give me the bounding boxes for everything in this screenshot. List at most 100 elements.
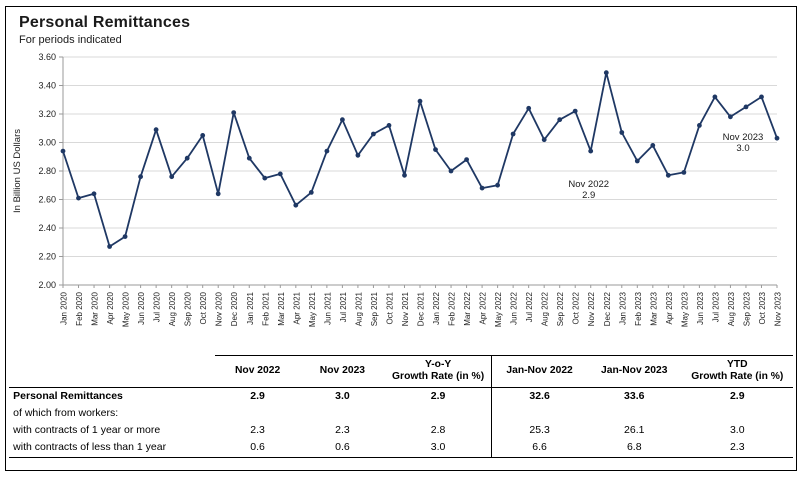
cell-value: 2.8 [430, 424, 446, 437]
x-tick-label: Jul 2023 [711, 291, 720, 322]
data-point-marker [479, 185, 485, 191]
x-tick-label: Mar 2023 [649, 291, 658, 325]
data-point-marker [355, 152, 361, 158]
col-header-nov-2022: Nov 2022 [215, 355, 300, 388]
data-point-marker [665, 172, 671, 178]
x-tick-label: Oct 2022 [572, 291, 581, 324]
y-tick-label: 3.60 [38, 52, 56, 62]
cell-value [491, 404, 587, 423]
x-tick-label: Dec 2022 [603, 291, 612, 326]
data-point-marker [464, 157, 469, 162]
x-tick-label: Nov 2021 [401, 291, 410, 326]
x-tick-label: Aug 2023 [727, 291, 736, 326]
x-tick-label: May 2021 [308, 291, 317, 327]
cell-value: 0.6 [300, 439, 385, 458]
x-tick-label: Feb 2022 [448, 291, 457, 325]
x-tick-label: Nov 2020 [215, 291, 224, 326]
data-point-marker [557, 117, 563, 123]
x-tick-label: Jan 2023 [618, 291, 627, 324]
data-point-marker [433, 147, 438, 152]
x-tick-label: Mar 2021 [277, 291, 286, 325]
data-point-marker [774, 135, 780, 141]
x-tick-label: Jul 2020 [153, 291, 162, 322]
data-point-marker [526, 105, 532, 111]
x-tick-label: Aug 2022 [541, 291, 550, 326]
chart-title: Personal Remittances [19, 14, 191, 31]
data-point-marker [153, 127, 159, 133]
data-point-marker [76, 195, 81, 201]
data-point-marker [91, 191, 97, 197]
cell-value: 33.6 [624, 389, 645, 402]
chart-subtitle: For periods indicated [19, 34, 122, 46]
data-point-marker [681, 170, 687, 175]
x-tick-label: Jul 2022 [525, 291, 534, 322]
data-point-marker [495, 182, 500, 188]
y-tick-label: 3.20 [38, 109, 56, 119]
y-tick-label: 3.00 [38, 138, 56, 148]
cell-value: 2.9 [729, 389, 745, 402]
x-tick-label: Jan 2021 [246, 291, 255, 324]
data-point-marker [200, 133, 206, 138]
data-point-marker [697, 123, 702, 128]
data-point-marker [308, 190, 314, 195]
x-tick-label: Mar 2022 [463, 291, 472, 325]
cell-value: 2.9 [250, 389, 265, 402]
cell-value: 26.1 [624, 424, 645, 437]
data-point-marker [324, 148, 330, 154]
x-tick-label: Aug 2020 [168, 291, 177, 326]
x-tick-label: Nov 2022 [587, 291, 596, 326]
data-point-marker [603, 70, 609, 76]
cell-value [215, 405, 300, 422]
x-tick-label: Apr 2022 [479, 291, 488, 324]
cell-value: 2.3 [250, 424, 265, 437]
data-point-marker [588, 148, 594, 154]
cell-value: 3.0 [335, 389, 350, 402]
cell-value: 2.3 [335, 424, 350, 437]
point-annotation: Nov 2023 3.0 [723, 132, 764, 154]
table-header-row: Nov 2022 Nov 2023 Y-o-Y Growth Rate (in … [9, 355, 793, 388]
cell-value [587, 405, 682, 422]
x-tick-label: Jun 2023 [696, 291, 705, 324]
data-point-marker [417, 98, 423, 104]
data-point-marker [169, 174, 175, 180]
data-point-marker [448, 168, 454, 174]
col-header-ytd-growth: YTD Growth Rate (in %) [681, 355, 793, 388]
data-point-marker [712, 94, 718, 100]
data-point-marker [541, 137, 547, 143]
data-point-marker [60, 148, 66, 154]
cell-value: 0.6 [215, 439, 300, 458]
remittances-line-chart: 2.00 2.20 2.40 2.60 2.80 3.00 3.20 3.40 3.60 Jan … [12, 52, 783, 327]
data-point-marker [262, 175, 268, 181]
table-row-personal-remittances: Personal Remittances 2.9 3.0 2.9 32.6 33… [9, 387, 793, 405]
x-tick-label: Jul 2021 [339, 291, 348, 322]
x-tick-label: Feb 2021 [261, 291, 270, 325]
data-point-marker [619, 130, 625, 135]
y-tick-label: 2.60 [38, 195, 56, 205]
x-tick-label: Oct 2020 [199, 291, 208, 324]
col-header-yoy-growth: Y-o-Y Growth Rate (in %) [384, 355, 492, 388]
y-tick-label: 2.40 [38, 223, 56, 233]
cell-value: 3.0 [729, 424, 745, 437]
data-point-marker [184, 155, 190, 161]
data-point-marker [107, 244, 112, 249]
data-point-marker [122, 234, 128, 240]
row-label: with contracts of 1 year or more [13, 424, 161, 437]
data-point-marker [371, 131, 376, 137]
table-row-contracts-1yr-more: with contracts of 1 year or more 2.3 2.3… [9, 422, 793, 440]
cell-value: 6.6 [491, 439, 587, 458]
report-frame: Personal Remittances For periods indicat… [5, 6, 797, 471]
cell-value: 25.3 [491, 422, 587, 440]
y-axis-title: In Billion US Dollars [12, 129, 23, 213]
x-tick-label: Feb 2020 [75, 291, 84, 325]
y-tick-label: 2.80 [38, 166, 56, 176]
x-tick-label: Mar 2020 [91, 291, 100, 325]
cell-value: 2.3 [681, 439, 793, 458]
data-point-marker [572, 108, 578, 114]
x-tick-label: Jun 2020 [137, 291, 146, 324]
y-tick-label: 2.20 [38, 252, 56, 262]
row-label: of which from workers: [13, 406, 119, 419]
chart-header: Personal Remittances For periods indicat… [6, 7, 796, 47]
x-tick-label: Feb 2023 [634, 291, 643, 325]
y-tick-label: 3.40 [38, 81, 56, 91]
cell-value: 6.8 [586, 439, 682, 458]
